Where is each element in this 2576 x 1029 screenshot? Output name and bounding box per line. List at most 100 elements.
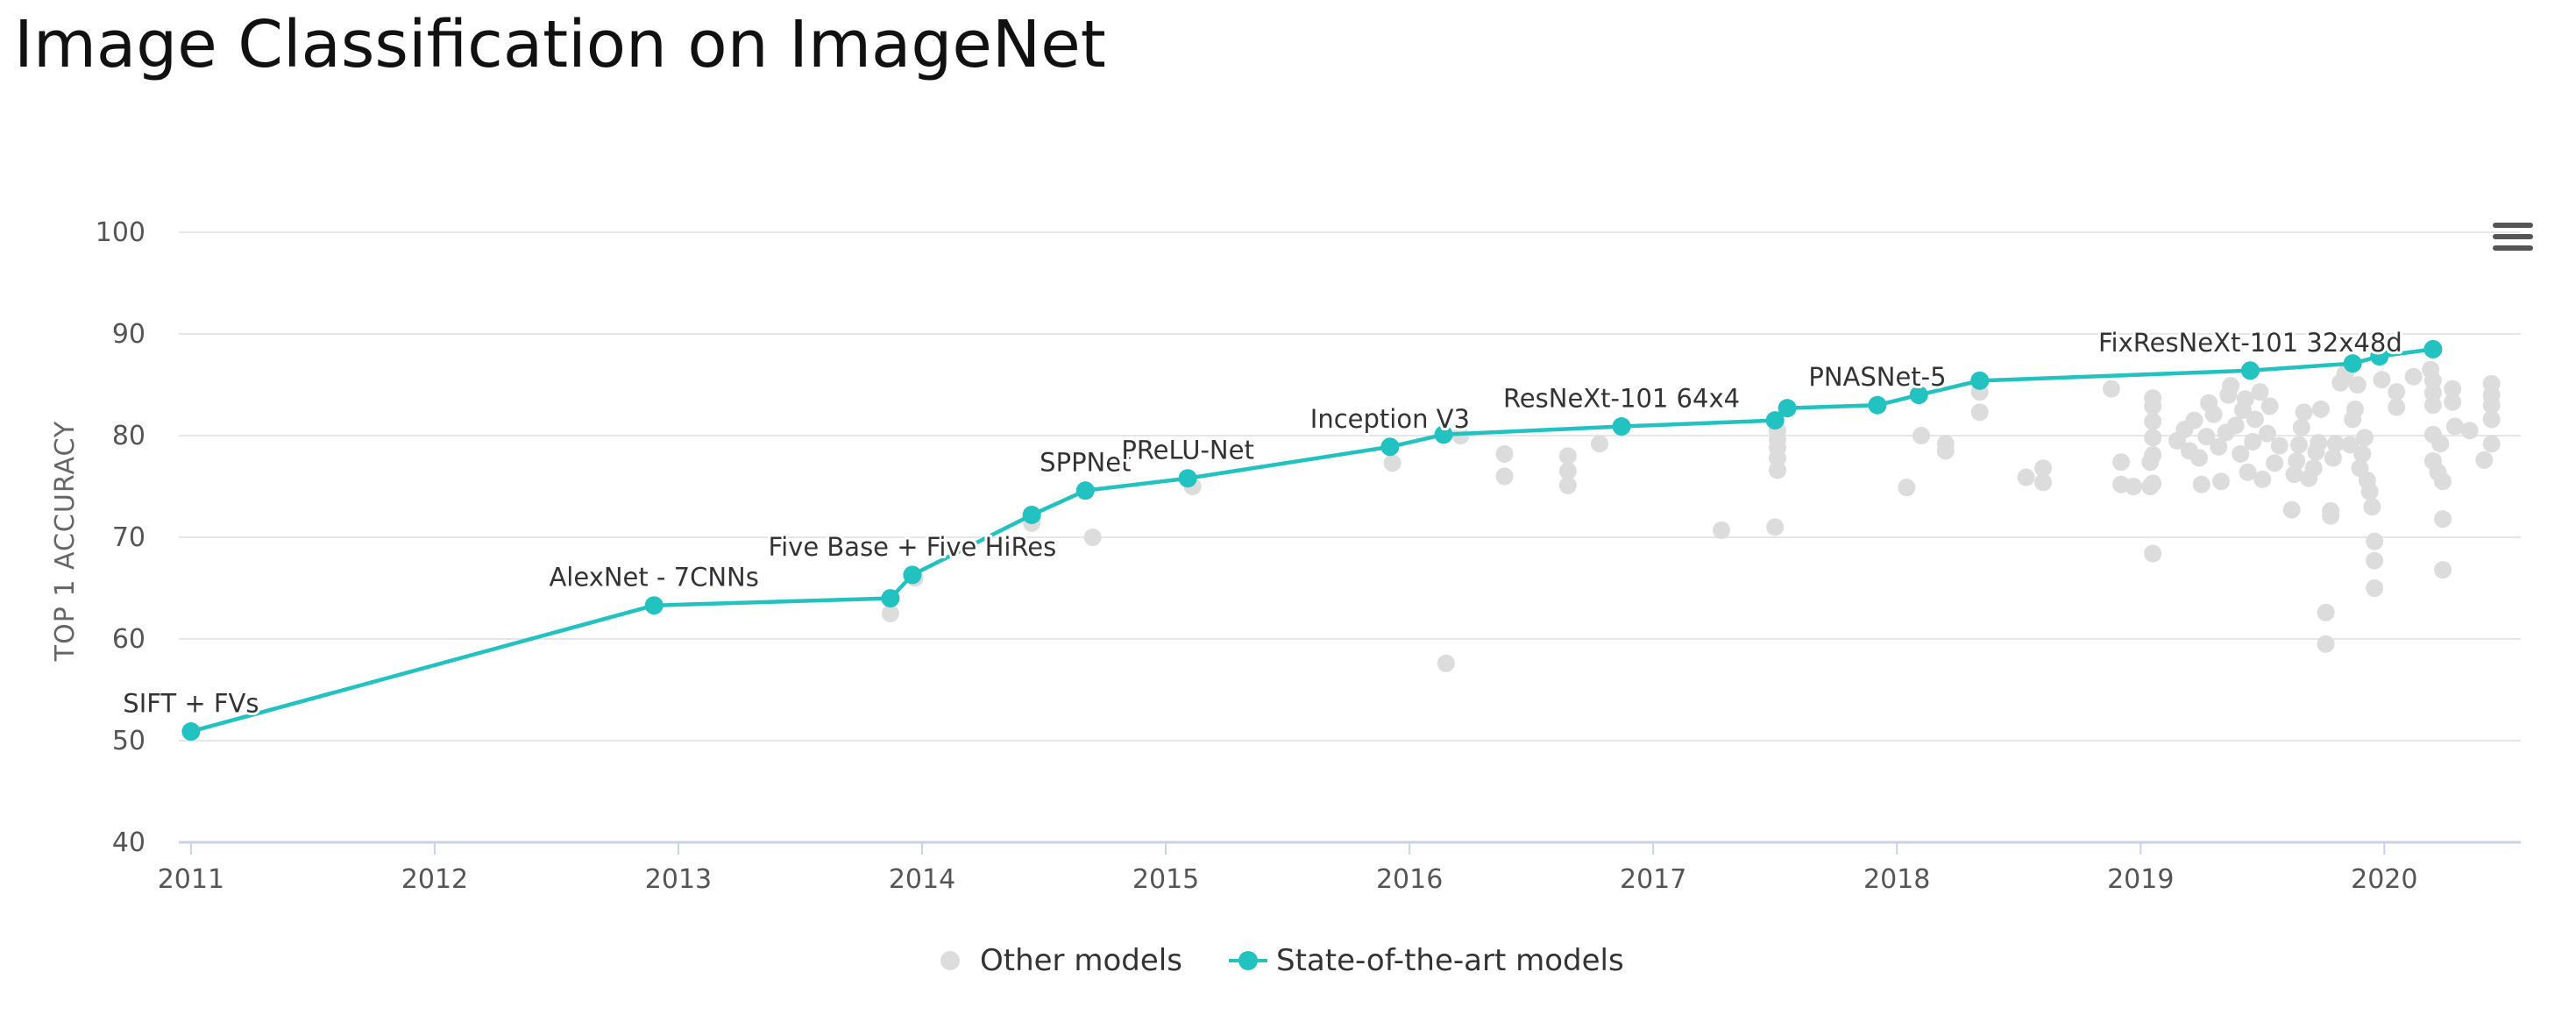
- other-model-point[interactable]: [2144, 446, 2161, 464]
- other-model-point[interactable]: [2366, 552, 2383, 570]
- other-model-point[interactable]: [2227, 416, 2245, 434]
- other-model-point[interactable]: [1971, 403, 1989, 421]
- sota-point[interactable]: [1868, 396, 1886, 415]
- sota-point[interactable]: [645, 596, 664, 614]
- sota-point[interactable]: [2241, 361, 2260, 380]
- other-model-point[interactable]: [2144, 545, 2161, 563]
- sota-point[interactable]: [1076, 481, 1095, 500]
- other-model-point[interactable]: [2018, 469, 2035, 486]
- other-model-point[interactable]: [1898, 479, 1915, 496]
- legend-label-sota: State-of-the-art models: [1276, 943, 1624, 978]
- x-tick-label: 2015: [1132, 864, 1199, 895]
- other-model-point[interactable]: [2288, 452, 2305, 470]
- sota-point[interactable]: [1613, 417, 1631, 436]
- other-model-point[interactable]: [2144, 475, 2161, 493]
- other-model-point[interactable]: [2193, 476, 2211, 493]
- sota-point[interactable]: [1023, 506, 1041, 524]
- other-model-point[interactable]: [2271, 437, 2289, 455]
- other-model-point[interactable]: [1591, 435, 1608, 452]
- other-model-point[interactable]: [2266, 454, 2283, 472]
- other-model-point[interactable]: [2293, 419, 2310, 436]
- hamburger-menu-icon[interactable]: [2493, 223, 2533, 251]
- other-model-point[interactable]: [1769, 461, 1786, 479]
- other-model-point[interactable]: [2144, 389, 2161, 407]
- sota-point-label: PNASNet-5: [1808, 362, 1946, 392]
- other-model-point[interactable]: [1084, 529, 1102, 546]
- other-model-point[interactable]: [2312, 401, 2330, 418]
- sota-point[interactable]: [1380, 437, 1399, 456]
- other-model-point[interactable]: [1384, 454, 1402, 472]
- y-tick-label: 40: [112, 827, 145, 858]
- other-model-point[interactable]: [2296, 403, 2313, 421]
- other-model-point[interactable]: [2103, 380, 2120, 398]
- other-model-point[interactable]: [2483, 410, 2501, 428]
- other-model-point[interactable]: [2405, 368, 2423, 386]
- other-model-point[interactable]: [1559, 447, 1577, 465]
- other-model-point[interactable]: [2205, 406, 2223, 423]
- other-model-point[interactable]: [2374, 371, 2391, 388]
- other-model-point[interactable]: [2034, 473, 2052, 491]
- other-model-point[interactable]: [2125, 478, 2142, 495]
- other-model-point[interactable]: [2253, 471, 2271, 488]
- other-model-point[interactable]: [2356, 429, 2374, 446]
- other-model-point[interactable]: [2388, 383, 2405, 401]
- other-model-point[interactable]: [2322, 502, 2339, 520]
- sota-point[interactable]: [903, 565, 921, 584]
- other-model-point[interactable]: [1713, 522, 1730, 539]
- other-model-point[interactable]: [2346, 401, 2364, 418]
- sota-point[interactable]: [1179, 469, 1197, 487]
- sota-point[interactable]: [2423, 340, 2442, 358]
- other-model-point[interactable]: [1937, 442, 1955, 459]
- other-model-point[interactable]: [2290, 436, 2308, 453]
- other-model-point[interactable]: [2366, 533, 2383, 550]
- other-model-point[interactable]: [2251, 383, 2268, 401]
- other-model-point[interactable]: [2366, 579, 2383, 597]
- other-model-point[interactable]: [2434, 472, 2452, 490]
- x-tick-label: 2016: [1376, 864, 1443, 895]
- other-model-point[interactable]: [2475, 451, 2493, 469]
- other-model-point[interactable]: [2305, 459, 2323, 477]
- other-model-point[interactable]: [2434, 510, 2452, 528]
- other-model-point[interactable]: [2317, 635, 2335, 653]
- chart-menu-button[interactable]: [2487, 217, 2537, 261]
- other-model-point[interactable]: [2461, 422, 2479, 439]
- other-model-point[interactable]: [1912, 427, 1930, 444]
- other-model-point[interactable]: [2424, 396, 2442, 414]
- other-model-point[interactable]: [2112, 453, 2130, 471]
- other-model-point[interactable]: [1496, 467, 1514, 485]
- sota-point[interactable]: [181, 722, 200, 741]
- other-model-point[interactable]: [1766, 518, 1784, 536]
- other-model-point[interactable]: [1559, 477, 1577, 494]
- other-model-point[interactable]: [2444, 394, 2461, 411]
- other-model-point[interactable]: [2317, 604, 2335, 621]
- other-model-point[interactable]: [2431, 435, 2449, 452]
- other-model-point[interactable]: [2144, 429, 2161, 446]
- x-tick-label: 2013: [645, 864, 712, 895]
- x-tick-label: 2018: [1863, 864, 1930, 895]
- y-axis: 405060708090100: [96, 217, 145, 858]
- other-model-point[interactable]: [2388, 399, 2405, 416]
- sota-point[interactable]: [1970, 372, 1989, 390]
- y-tick-label: 70: [112, 522, 145, 553]
- other-model-point[interactable]: [2246, 410, 2264, 428]
- other-model-point[interactable]: [1437, 655, 1455, 672]
- other-model-point[interactable]: [2434, 561, 2452, 578]
- other-model-point[interactable]: [2212, 472, 2230, 490]
- other-model-point[interactable]: [2353, 445, 2371, 463]
- legend-item-other[interactable]: Other models: [940, 943, 1182, 978]
- other-model-point[interactable]: [2483, 435, 2501, 452]
- legend-item-sota[interactable]: State-of-the-art models: [1229, 943, 1624, 978]
- other-model-point[interactable]: [1496, 445, 1514, 463]
- other-model-point[interactable]: [2361, 483, 2379, 500]
- other-model-point[interactable]: [2261, 397, 2279, 415]
- other-model-point[interactable]: [2144, 413, 2161, 430]
- other-model-point[interactable]: [2283, 501, 2301, 519]
- other-model-point[interactable]: [2185, 412, 2203, 429]
- other-model-point[interactable]: [2310, 434, 2327, 451]
- other-model-point[interactable]: [2349, 376, 2367, 394]
- other-model-point[interactable]: [2222, 377, 2239, 394]
- sota-point[interactable]: [881, 589, 899, 607]
- other-model-point[interactable]: [2190, 450, 2208, 467]
- sota-point[interactable]: [1778, 399, 1797, 417]
- other-model-point[interactable]: [2363, 498, 2381, 515]
